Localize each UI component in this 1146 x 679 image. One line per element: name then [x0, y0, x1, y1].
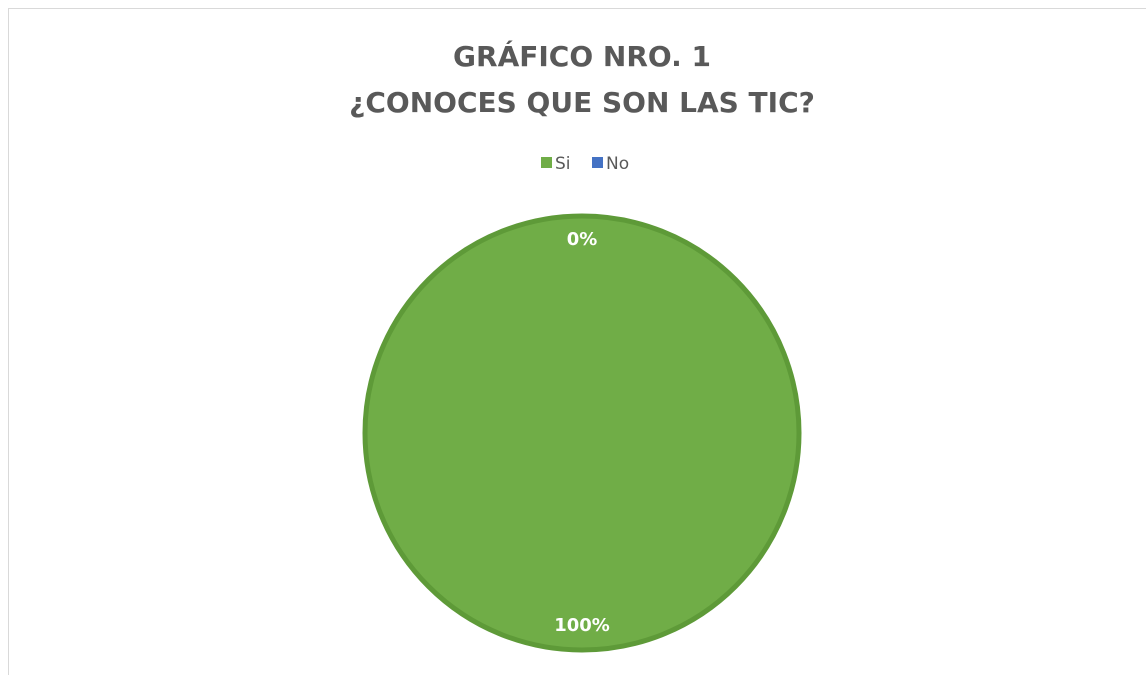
- legend-label: No: [606, 154, 629, 174]
- chart-title: ¿CONOCES QUE SON LAS TIC?: [349, 86, 815, 119]
- data-label: 100%: [554, 615, 610, 636]
- legend-swatch: [541, 157, 552, 168]
- chart-title: GRÁFICO NRO. 1: [453, 39, 711, 73]
- legend-label: Si: [555, 154, 571, 174]
- legend-swatch: [592, 157, 603, 168]
- data-label: 0%: [567, 229, 598, 250]
